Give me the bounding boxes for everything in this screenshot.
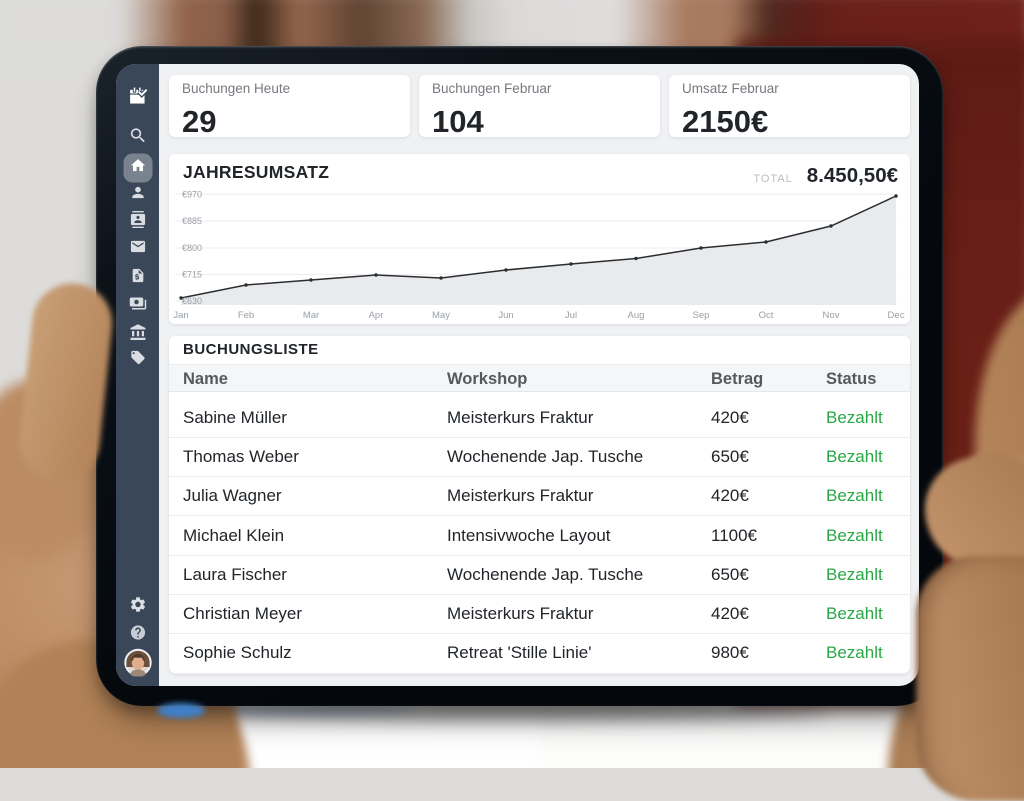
svg-text:€970: €970 [182, 189, 202, 199]
svg-text:Mar: Mar [303, 310, 319, 321]
svg-text:€885: €885 [182, 216, 202, 226]
svg-text:€715: €715 [182, 270, 202, 280]
svg-text:€630: €630 [182, 296, 202, 306]
svg-text:Aug: Aug [628, 310, 645, 321]
svg-text:Feb: Feb [238, 310, 254, 321]
svg-text:May: May [432, 310, 450, 321]
svg-text:Jun: Jun [498, 310, 513, 321]
svg-text:€800: €800 [182, 243, 202, 253]
svg-text:Nov: Nov [823, 310, 840, 321]
svg-text:Jul: Jul [565, 310, 577, 321]
svg-text:Sep: Sep [693, 310, 710, 321]
svg-text:Jan: Jan [173, 310, 188, 321]
svg-text:Oct: Oct [759, 310, 774, 321]
svg-text:Apr: Apr [369, 310, 384, 321]
svg-text:Dec: Dec [888, 310, 905, 321]
